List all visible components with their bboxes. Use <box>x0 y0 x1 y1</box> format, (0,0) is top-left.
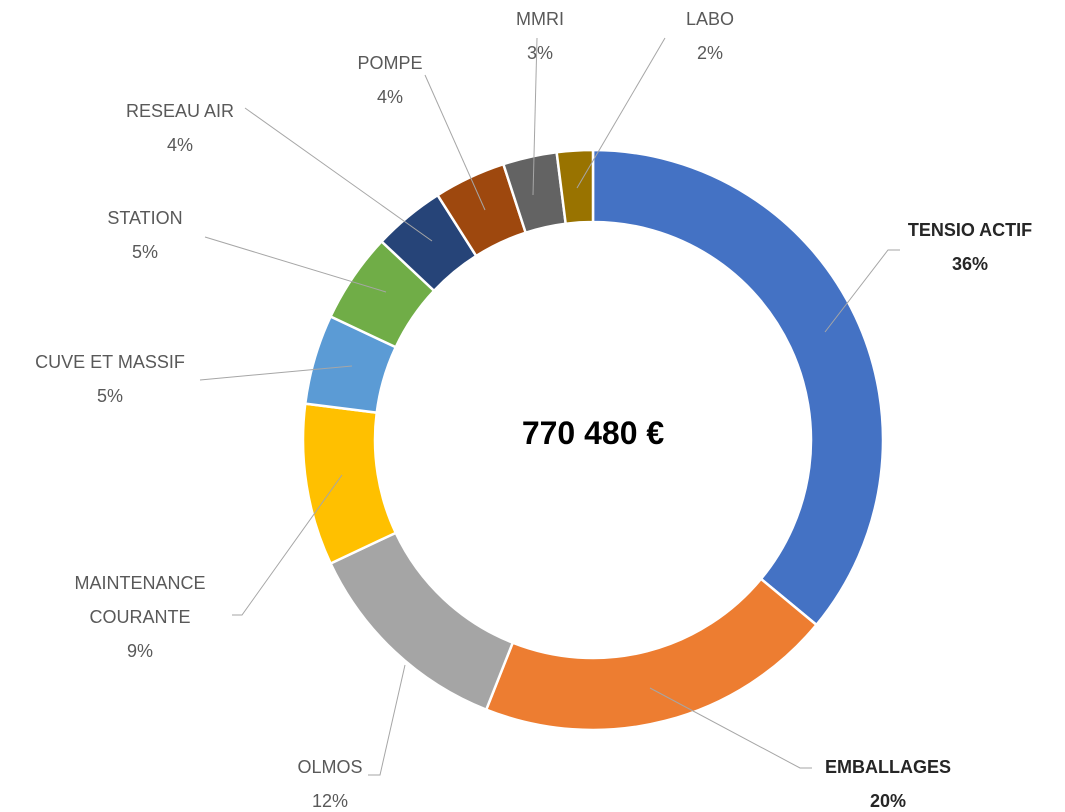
category-label: LABO <box>685 9 735 29</box>
category-label: MMRI <box>516 9 564 29</box>
value-label: 36% <box>951 254 989 274</box>
leader-line <box>824 249 900 333</box>
center-total: 770 480 € <box>521 415 665 451</box>
data-label: MAINTENANCE COURANTE 9% <box>20 566 260 668</box>
value-label: 4% <box>166 135 193 155</box>
category-label: OLMOS <box>297 757 363 777</box>
donut-segment <box>555 148 595 226</box>
data-label: MMRI 3% <box>420 2 660 70</box>
leader-line <box>649 687 812 769</box>
data-label: POMPE 4% <box>270 46 510 114</box>
leader-line <box>532 37 538 196</box>
value-label: 9% <box>126 641 153 661</box>
donut-segment <box>328 531 515 712</box>
value-label: 5% <box>131 242 158 262</box>
value-label: 12% <box>311 791 349 811</box>
leader-line <box>199 365 353 381</box>
leader-line <box>424 74 486 211</box>
data-label: EMBALLAGES 20% <box>768 750 1008 812</box>
donut-segment <box>484 577 819 732</box>
category-label: TENSIO ACTIF <box>907 220 1033 240</box>
value-label: 2% <box>696 43 723 63</box>
category-label: CUVE ET MASSIF <box>35 352 185 372</box>
category-label: MAINTENANCE COURANTE <box>74 573 206 627</box>
leader-line <box>244 107 433 242</box>
category-label: STATION <box>107 208 183 228</box>
donut-segment <box>301 402 398 566</box>
value-label: 5% <box>96 386 123 406</box>
value-label: 20% <box>869 791 907 811</box>
leader-line <box>576 37 666 189</box>
value-label: 4% <box>376 87 403 107</box>
category-label: RESEAU AIR <box>125 101 235 121</box>
data-label: LABO 2% <box>590 2 830 70</box>
category-label: POMPE <box>357 53 423 73</box>
category-label: EMBALLAGES <box>825 757 951 777</box>
leader-line <box>368 664 406 776</box>
data-label: CUVE ET MASSIF 5% <box>0 345 230 413</box>
data-label: TENSIO ACTIF 36% <box>850 213 1065 281</box>
value-label: 3% <box>526 43 553 63</box>
donut-segment <box>591 148 885 627</box>
data-label: OLMOS 12% <box>210 750 450 812</box>
data-label: STATION 5% <box>25 201 265 269</box>
data-label: RESEAU AIR 4% <box>60 94 300 162</box>
leader-line <box>232 474 343 616</box>
leader-line <box>204 236 387 293</box>
